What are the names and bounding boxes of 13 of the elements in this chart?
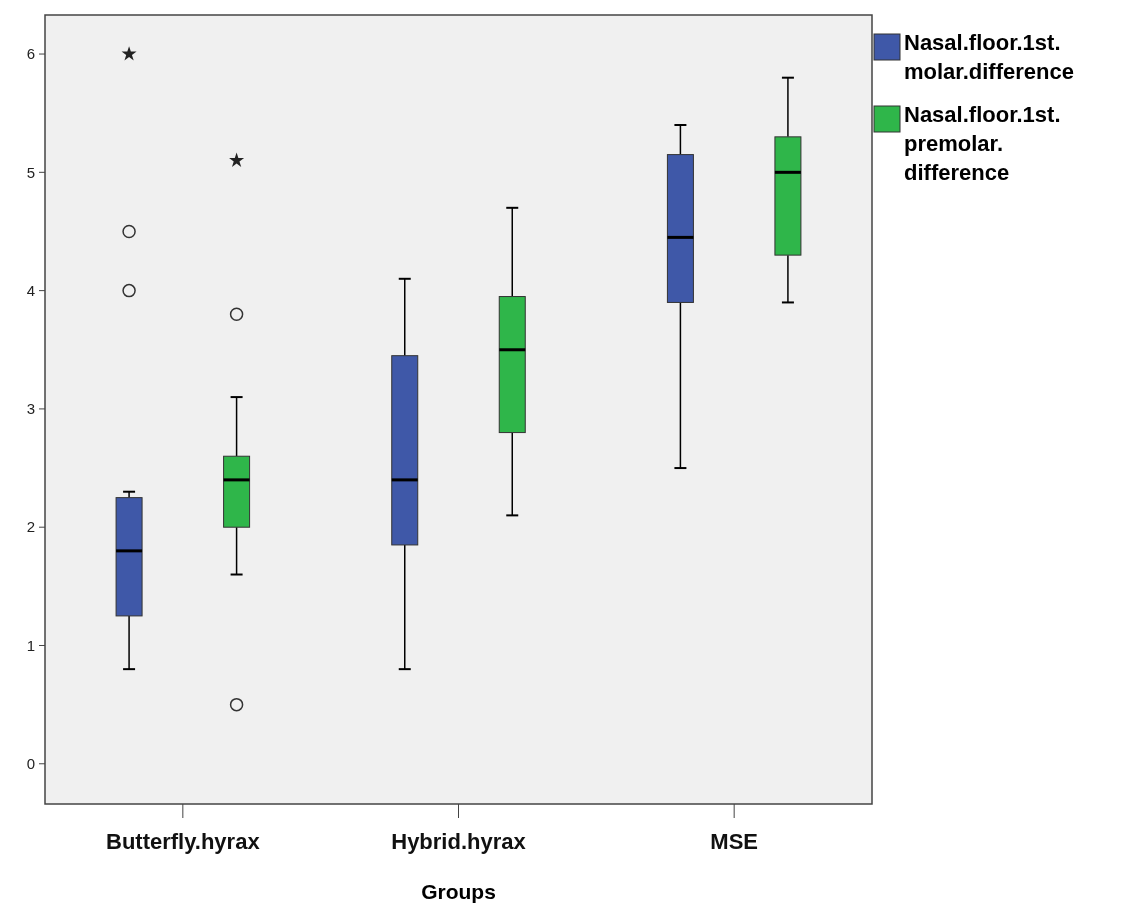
- y-tick-label: 4: [26, 281, 35, 299]
- y-tick-label: 6: [26, 45, 35, 63]
- y-tick-label: 0: [26, 755, 35, 773]
- x-tick-label: Butterfly.hyrax: [106, 829, 261, 854]
- x-tick-label: MSE: [710, 829, 759, 854]
- y-tick-label: 3: [26, 400, 35, 418]
- legend-label: Nasal.floor.1st. molar.difference: [904, 30, 1074, 84]
- legend-label: Nasal.floor.1st. premolar. difference: [904, 102, 1061, 185]
- y-tick-label: 5: [26, 163, 35, 181]
- y-tick-label: 2: [26, 518, 35, 536]
- x-tick-label: Hybrid.hyrax: [391, 829, 527, 854]
- x-axis-title: Groups: [421, 880, 496, 903]
- y-tick-label: 1: [26, 636, 35, 654]
